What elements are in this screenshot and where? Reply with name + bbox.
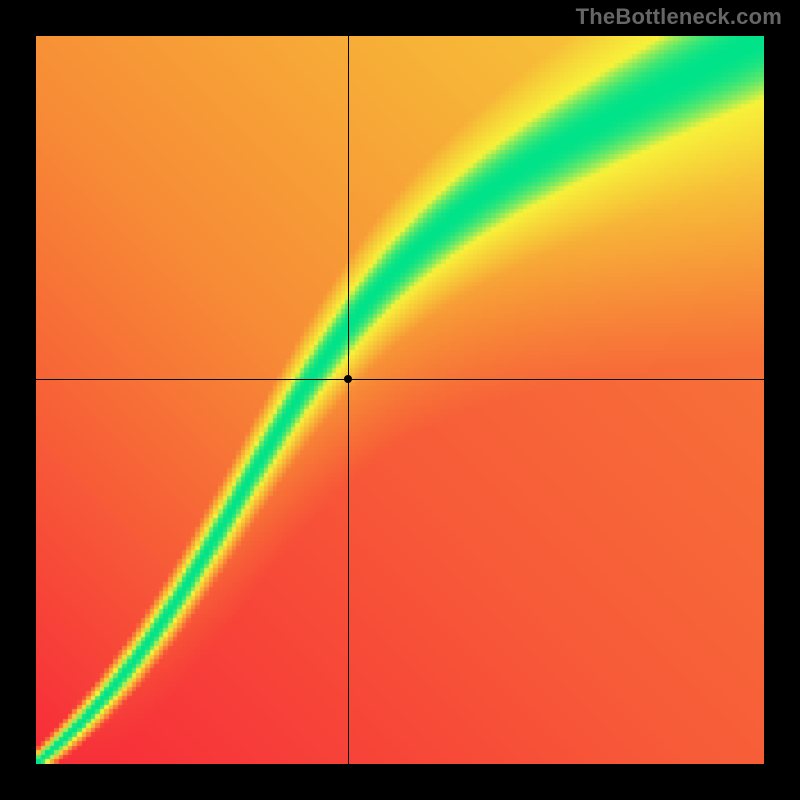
crosshair-horizontal (36, 379, 764, 380)
plot-area (36, 36, 764, 764)
bottleneck-heatmap (36, 36, 764, 764)
watermark-text: TheBottleneck.com (576, 4, 782, 30)
crosshair-dot (344, 375, 352, 383)
crosshair-vertical (348, 36, 349, 764)
chart-frame: TheBottleneck.com (0, 0, 800, 800)
